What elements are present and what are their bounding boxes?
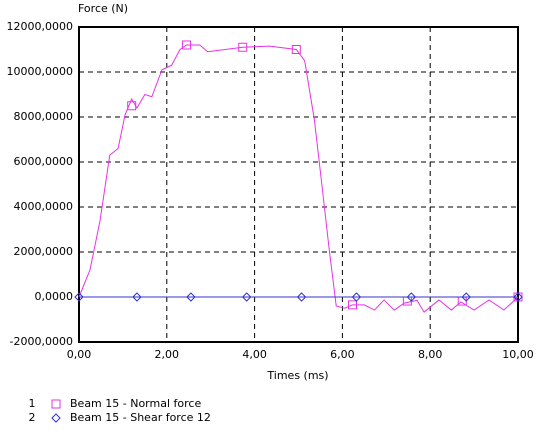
series-line	[78, 44, 519, 313]
series-marker	[186, 292, 196, 302]
x-axis-label: Times (ms)	[266, 369, 328, 382]
x-tick-label: 4,00	[242, 348, 267, 361]
y-tick-label: 6000,0000	[14, 155, 74, 168]
series-marker	[296, 292, 307, 302]
series-marker	[291, 45, 301, 54]
legend-number: 2	[29, 411, 36, 424]
legend-number: 1	[29, 397, 36, 410]
x-tick-label: 2,00	[155, 348, 180, 361]
series-marker	[402, 296, 412, 306]
plot-frame	[78, 26, 519, 343]
legend-marker	[51, 413, 61, 423]
x-tick-label: 0,00	[67, 348, 92, 361]
x-tick-label: 10,00	[502, 348, 534, 361]
y-tick-label: 10000,0000	[7, 65, 73, 78]
x-tick-label: 8,00	[418, 348, 443, 361]
series-marker	[513, 292, 523, 302]
y-tick-label: -2000,0000	[10, 335, 73, 348]
series-marker	[347, 300, 357, 310]
series-marker	[461, 292, 471, 302]
series-marker	[132, 292, 142, 302]
series-marker	[351, 292, 362, 302]
series-marker	[241, 292, 252, 302]
legend-label: Beam 15 - Shear force 12	[70, 411, 211, 424]
series-marker	[182, 40, 192, 50]
series-marker	[457, 296, 467, 306]
series-marker	[74, 292, 84, 302]
legend-marker	[51, 399, 61, 409]
x-tick-label: 6,00	[330, 348, 355, 361]
legend-label: Beam 15 - Normal force	[70, 397, 201, 410]
y-tick-label: 4000,0000	[14, 200, 74, 213]
series-marker	[127, 101, 137, 111]
series-marker	[406, 292, 417, 302]
y-tick-label: 12000,0000	[7, 20, 73, 33]
y-tick-label: 2000,0000	[14, 245, 74, 258]
series-marker	[238, 42, 248, 52]
y-axis-label: Force (N)	[78, 2, 128, 15]
y-tick-label: 8000,0000	[14, 110, 74, 123]
y-tick-label: 0,0000	[35, 290, 74, 303]
